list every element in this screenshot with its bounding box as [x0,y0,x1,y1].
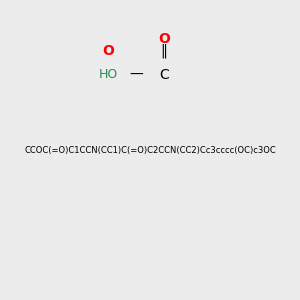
Text: ‖: ‖ [160,44,167,58]
Text: HO: HO [98,68,118,82]
Text: O: O [102,44,114,58]
Text: O: O [158,32,170,46]
Text: CCOC(=O)C1CCN(CC1)C(=O)C2CCN(CC2)Cc3cccc(OC)c3OC: CCOC(=O)C1CCN(CC1)C(=O)C2CCN(CC2)Cc3cccc… [24,146,276,154]
Text: —: — [129,68,143,82]
Text: C: C [159,68,169,82]
